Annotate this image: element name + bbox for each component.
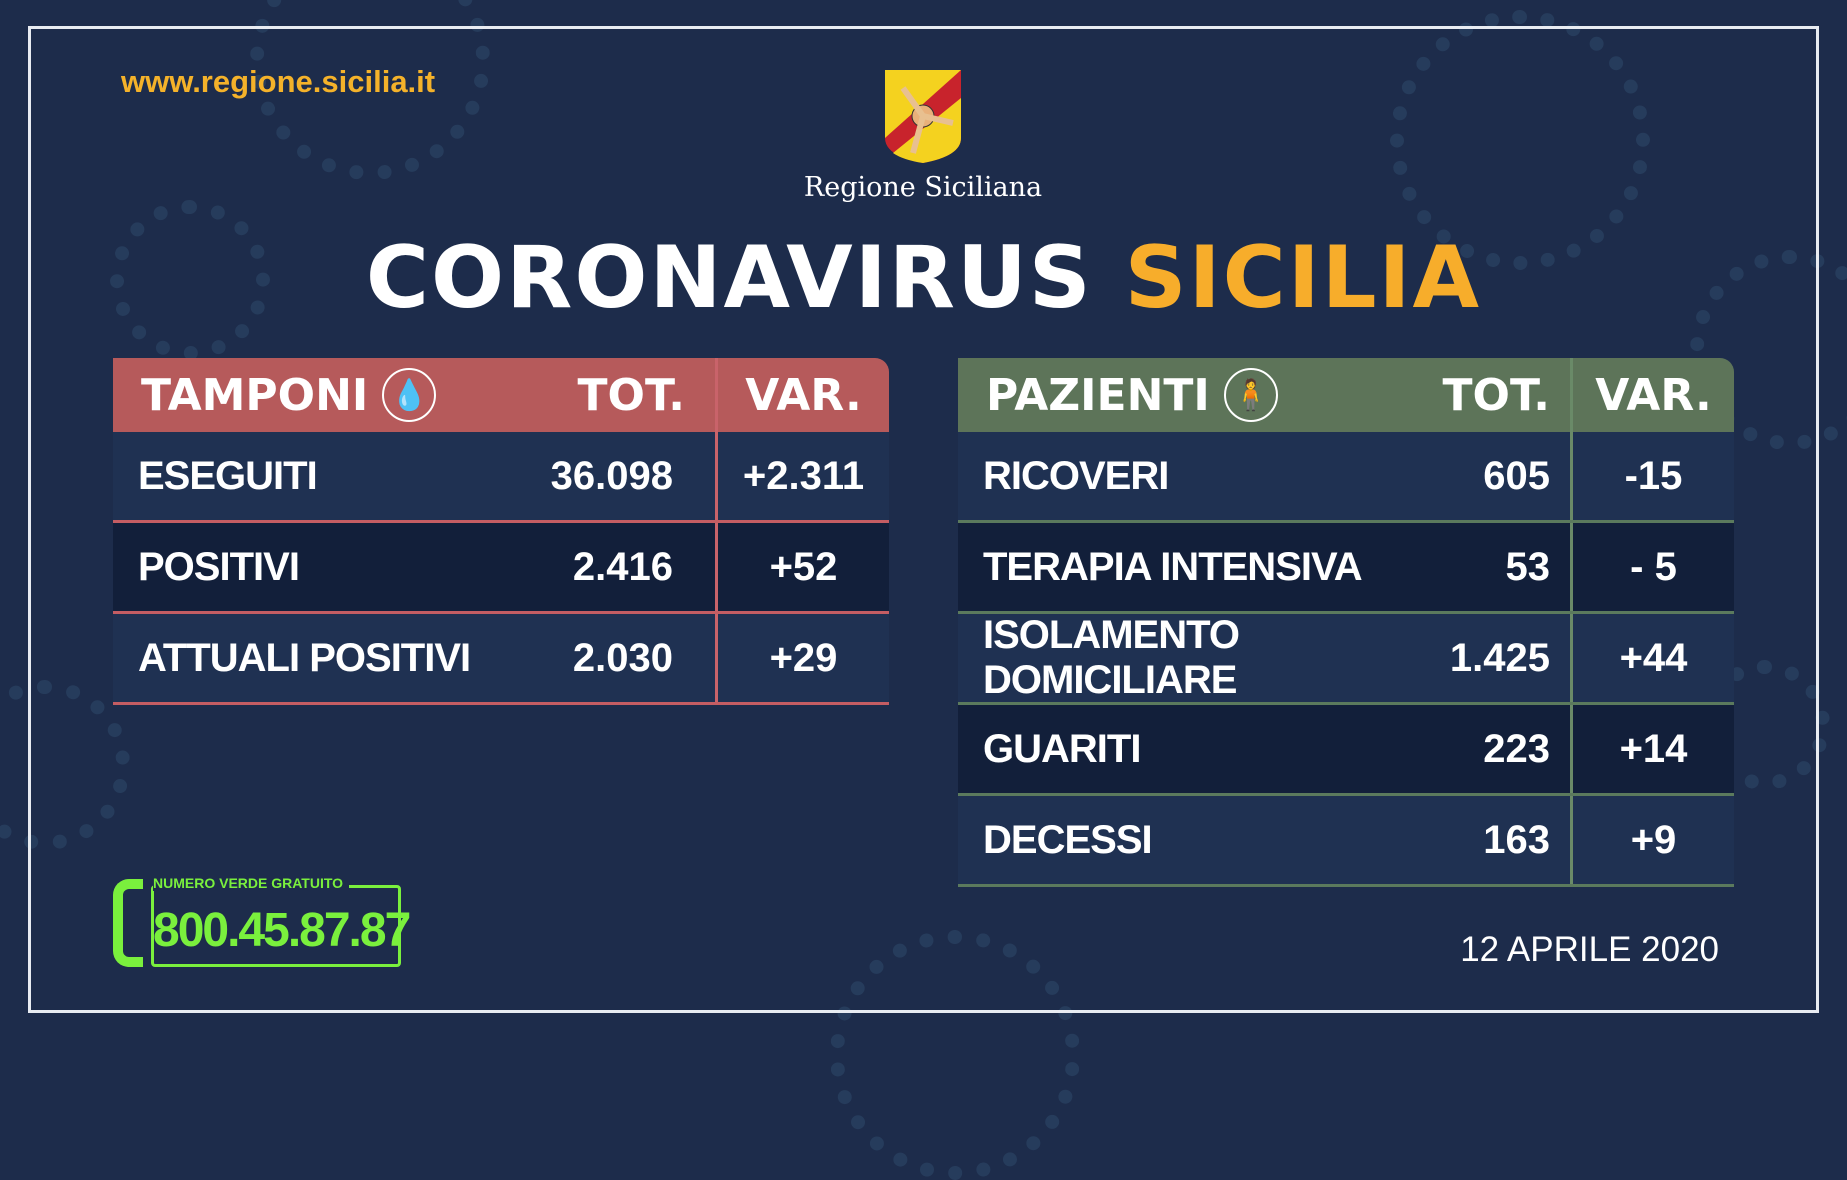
table-row: POSITIVI 2.416 +52 <box>113 523 889 614</box>
title-main: CORONAVIRUS <box>365 228 1093 328</box>
tamponi-title: TAMPONI <box>141 369 369 421</box>
pazienti-title: PAZIENTI <box>986 369 1210 421</box>
tot-header: TOT. <box>1442 369 1550 421</box>
row-label: POSITIVI <box>138 544 300 589</box>
table-row: ISOLAMENTO DOMICILIARE 1.425 +44 <box>958 613 1734 705</box>
row-variation: - 5 <box>1570 523 1734 611</box>
report-date: 12 APRILE 2020 <box>1460 930 1719 969</box>
row-variation: +2.311 <box>715 432 889 520</box>
row-variation: +52 <box>715 523 889 611</box>
row-variation: -15 <box>1570 432 1734 520</box>
toll-free-number[interactable]: NUMERO VERDE GRATUITO 800.45.87.87 <box>113 875 411 970</box>
frame-border <box>28 26 1819 1013</box>
website-link[interactable]: www.regione.sicilia.it <box>121 64 436 99</box>
row-variation: +9 <box>1570 796 1734 884</box>
row-total: 223 <box>1483 726 1550 771</box>
var-header: VAR. <box>1570 358 1734 432</box>
trinacria-logo <box>885 70 961 163</box>
var-header: VAR. <box>715 358 889 432</box>
swab-icon: 💧 <box>382 368 437 422</box>
row-total: 36.098 <box>550 453 673 498</box>
row-total: 163 <box>1483 817 1550 862</box>
person-icon: 🧍 <box>1223 368 1278 422</box>
phone-icon <box>113 879 143 967</box>
table-row: DECESSI 163 +9 <box>958 796 1734 887</box>
row-variation: +44 <box>1570 614 1734 702</box>
page-title: CORONAVIRUS SICILIA <box>0 228 1847 328</box>
row-total: 2.030 <box>572 635 673 680</box>
table-row: ATTUALI POSITIVI 2.030 +29 <box>113 614 889 705</box>
tamponi-table: TAMPONI 💧 TOT. VAR. ESEGUITI 36.098 +2.31… <box>113 358 889 705</box>
table-row: RICOVERI 605 -15 <box>958 432 1734 523</box>
table-row: ESEGUITI 36.098 +2.311 <box>113 432 889 523</box>
table-row: GUARITI 223 +14 <box>958 705 1734 796</box>
row-total: 2.416 <box>572 544 673 589</box>
phone-label: NUMERO VERDE GRATUITO <box>153 875 350 891</box>
row-total: 1.425 <box>1449 635 1550 680</box>
row-label: TERAPIA INTENSIVA <box>983 544 1363 589</box>
title-accent: SICILIA <box>1124 228 1482 328</box>
row-label: ISOLAMENTO DOMICILIARE <box>983 613 1240 702</box>
row-label: RICOVERI <box>983 453 1169 498</box>
row-total: 605 <box>1483 453 1550 498</box>
table-row: TERAPIA INTENSIVA 53 - 5 <box>958 523 1734 614</box>
row-label: DECESSI <box>983 817 1153 862</box>
tamponi-header: TAMPONI 💧 TOT. VAR. <box>113 358 889 432</box>
pazienti-header: PAZIENTI 🧍 TOT. VAR. <box>958 358 1734 432</box>
logo-text: Regione Siciliana <box>803 172 1043 203</box>
row-label: ATTUALI POSITIVI <box>138 635 471 680</box>
row-total: 53 <box>1505 544 1551 589</box>
phone-number[interactable]: 800.45.87.87 <box>153 904 411 957</box>
tot-header: TOT. <box>577 369 685 421</box>
pazienti-table: PAZIENTI 🧍 TOT. VAR. RICOVERI 605 -15 TERA… <box>958 358 1734 887</box>
row-variation: +29 <box>715 614 889 702</box>
row-variation: +14 <box>1570 705 1734 793</box>
row-label: GUARITI <box>983 726 1141 771</box>
row-label: ESEGUITI <box>138 453 318 498</box>
